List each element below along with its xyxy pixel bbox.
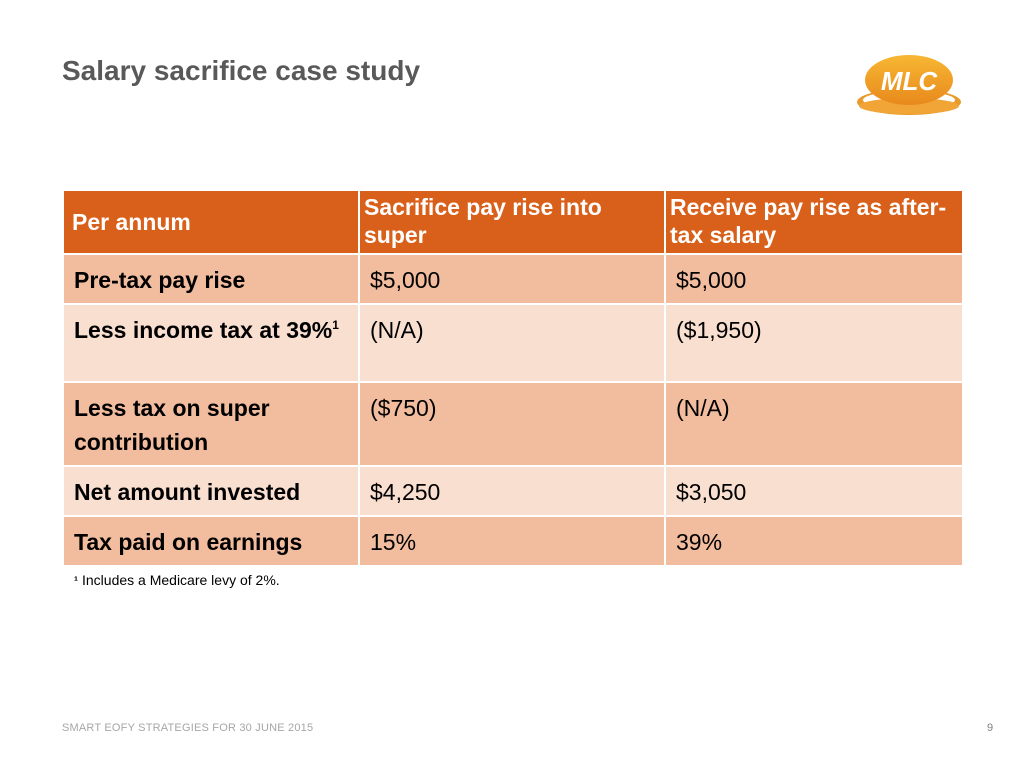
footnote: ¹ Includes a Medicare levy of 2%. <box>74 572 280 588</box>
table-row: Pre-tax pay rise $5,000 $5,000 <box>62 253 964 305</box>
table-row: Less tax on super contribution ($750) (N… <box>62 381 964 467</box>
case-study-table: Per annum Sacrifice pay rise into super … <box>62 189 964 567</box>
mlc-logo: MLC <box>857 55 961 115</box>
header-receive: Receive pay rise as after-tax salary <box>664 189 964 255</box>
receive-cell: $3,050 <box>664 465 964 517</box>
table-row: Less income tax at 39%1 (N/A) ($1,950) <box>62 303 964 383</box>
logo-ring-band <box>859 98 959 114</box>
sacrifice-cell: ($750) <box>358 381 666 467</box>
footnote-number: ¹ <box>74 574 78 588</box>
logo-dome <box>865 55 953 105</box>
header-per-annum: Per annum <box>62 189 360 255</box>
footnote-mark: 1 <box>332 318 339 332</box>
sacrifice-cell: (N/A) <box>358 303 666 383</box>
row-label: Tax paid on earnings <box>62 515 360 567</box>
row-label: Net amount invested <box>62 465 360 517</box>
table-header-row: Per annum Sacrifice pay rise into super … <box>62 189 964 255</box>
row-label: Less income tax at 39%1 <box>62 303 360 383</box>
sacrifice-cell: $4,250 <box>358 465 666 517</box>
row-label: Less tax on super contribution <box>62 381 360 467</box>
sacrifice-cell: $5,000 <box>358 253 666 305</box>
receive-cell: ($1,950) <box>664 303 964 383</box>
footer-text: SMART EOFY STRATEGIES FOR 30 JUNE 2015 <box>62 722 314 734</box>
receive-cell: $5,000 <box>664 253 964 305</box>
logo-text: MLC <box>881 66 939 96</box>
table-row: Net amount invested $4,250 $3,050 <box>62 465 964 517</box>
header-sacrifice: Sacrifice pay rise into super <box>358 189 666 255</box>
page-number: 9 <box>987 722 994 734</box>
footnote-text: Includes a Medicare levy of 2%. <box>82 572 280 588</box>
sacrifice-cell: 15% <box>358 515 666 567</box>
receive-cell: (N/A) <box>664 381 964 467</box>
page-title: Salary sacrifice case study <box>62 55 421 86</box>
table-row: Tax paid on earnings 15% 39% <box>62 515 964 567</box>
row-label: Pre-tax pay rise <box>62 253 360 305</box>
receive-cell: 39% <box>664 515 964 567</box>
